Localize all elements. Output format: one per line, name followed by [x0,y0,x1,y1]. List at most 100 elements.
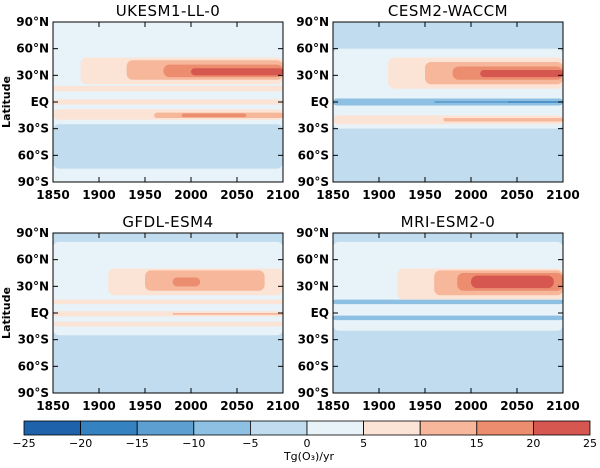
y-tick-label: 30°N [296,68,329,82]
panel-title: UKESM1-LL-0 [116,2,221,20]
colorbar-tick-label: 5 [360,437,367,450]
y-tick-label: 30°N [296,279,329,293]
x-tick-label: 1950 [128,188,161,202]
y-axis-label: Latitude [0,76,13,128]
colorbar-swatch [193,420,251,436]
y-tick-label: 90°N [296,226,329,240]
y-tick-label: 60°N [16,253,49,267]
colorbar-swatch [476,420,534,436]
contour-band [507,101,563,103]
panel-field [333,233,563,393]
y-tick-label: 90°N [16,226,49,240]
x-tick-label: 2050 [500,188,533,202]
colorbar-swatch [136,420,195,436]
x-tick-label: 1900 [82,188,115,202]
x-tick-label: 1950 [408,188,441,202]
x-tick-label: 2000 [174,188,207,202]
y-tick-label: 60°S [18,359,49,373]
y-tick-label: EQ [31,306,49,320]
x-tick-label: 2100 [546,399,579,413]
y-tick-label: 60°S [18,148,49,162]
panel-3: MRI-ESM2-0 1850 1900 1950 2000 2050 2100 90°N 60… [296,213,579,413]
colorbar-swatch [363,420,421,436]
y-tick-label: 60°N [16,42,49,56]
colorbar-tick-label: 20 [526,437,540,450]
y-tick-label: 30°S [18,122,49,136]
x-tick-label: 1850 [36,188,69,202]
y-tick-label: 30°S [298,333,329,347]
y-tick-label: 60°N [296,253,329,267]
panel-0: UKESM1-LL-0 1850 1900 1950 2000 2050 2100 90°N 6… [0,2,300,202]
panel-title: MRI-ESM2-0 [401,213,496,231]
x-tick-label: 1850 [36,399,69,413]
x-tick-label: 1950 [408,399,441,413]
contour-band [53,124,283,169]
colorbar-label: Tg(O₃)/yr [283,450,335,463]
contour-band [53,299,283,305]
colorbar-tick-label: −10 [182,437,205,450]
colorbar-tick-label: −5 [242,437,258,450]
y-tick-label: 90°N [296,15,329,29]
x-tick-label: 1900 [82,399,115,413]
colorbar-tick-label: −25 [12,437,35,450]
contour-band [145,270,265,291]
panel-field [53,22,283,182]
contour-band [53,311,283,317]
colorbar-swatch [249,420,308,436]
y-tick-label: EQ [311,95,329,109]
colorbar-swatch [306,420,364,436]
y-axis-label: Latitude [0,287,13,339]
contour-band [471,275,554,289]
x-tick-label: 1850 [316,399,349,413]
colorbar-tick-label: 25 [583,437,597,450]
colorbar-swatches [23,420,591,436]
x-tick-label: 1900 [362,188,395,202]
colorbar-tick-label: −15 [126,437,149,450]
colorbar: −25 −20 −15 −10 −5 0 5 10 15 20 25 Tg(O₃)/yr [12,420,597,463]
panel-1: CESM2-WACCM 1850 1900 1950 2000 2050 2100 90°N 6… [296,2,579,202]
panel-field [53,233,283,393]
colorbar-tick-label: 0 [304,437,311,450]
x-tick-label: 2000 [454,188,487,202]
y-tick-label: 90°S [18,175,49,189]
colorbar-tick-label: 10 [413,437,427,450]
x-tick-label: 1950 [128,399,161,413]
contour-band [480,70,563,78]
panel-title: GFDL-ESM4 [122,213,213,231]
contour-band [172,277,201,287]
contour-band [191,68,283,76]
y-tick-label: 60°S [298,359,329,373]
x-tick-label: 2050 [220,399,253,413]
colorbar-swatch [419,420,478,436]
y-tick-label: 30°N [16,68,49,82]
panel-title: CESM2-WACCM [388,2,508,20]
colorbar-tick-label: −20 [69,437,92,450]
y-tick-label: EQ [31,95,49,109]
y-tick-label: 90°S [298,386,329,400]
y-tick-label: EQ [311,306,329,320]
y-tick-label: 90°N [16,15,49,29]
x-tick-label: 1850 [316,188,349,202]
colorbar-swatch [80,420,138,436]
contour-band [53,321,283,327]
x-tick-label: 1900 [362,399,395,413]
y-tick-label: 30°S [18,333,49,347]
contour-band [53,99,283,105]
colorbar-tick-label: 15 [470,437,484,450]
y-tick-label: 90°S [18,386,49,400]
y-tick-label: 90°S [298,175,329,189]
panel-field [333,22,563,182]
y-tick-label: 60°N [296,42,329,56]
contour-band [172,313,283,315]
y-tick-label: 60°S [298,148,329,162]
colorbar-swatch [23,420,81,436]
contour-band [181,113,247,118]
contour-band [443,118,563,122]
contour-band [333,299,563,305]
x-tick-label: 2050 [220,188,253,202]
panel-2: GFDL-ESM4 1850 1900 1950 2000 2050 2100 90°N 60°… [0,213,300,413]
contour-band [333,315,563,321]
x-tick-label: 2000 [174,399,207,413]
colorbar-ticks: −25 −20 −15 −10 −5 0 5 10 15 20 25 [12,437,597,450]
